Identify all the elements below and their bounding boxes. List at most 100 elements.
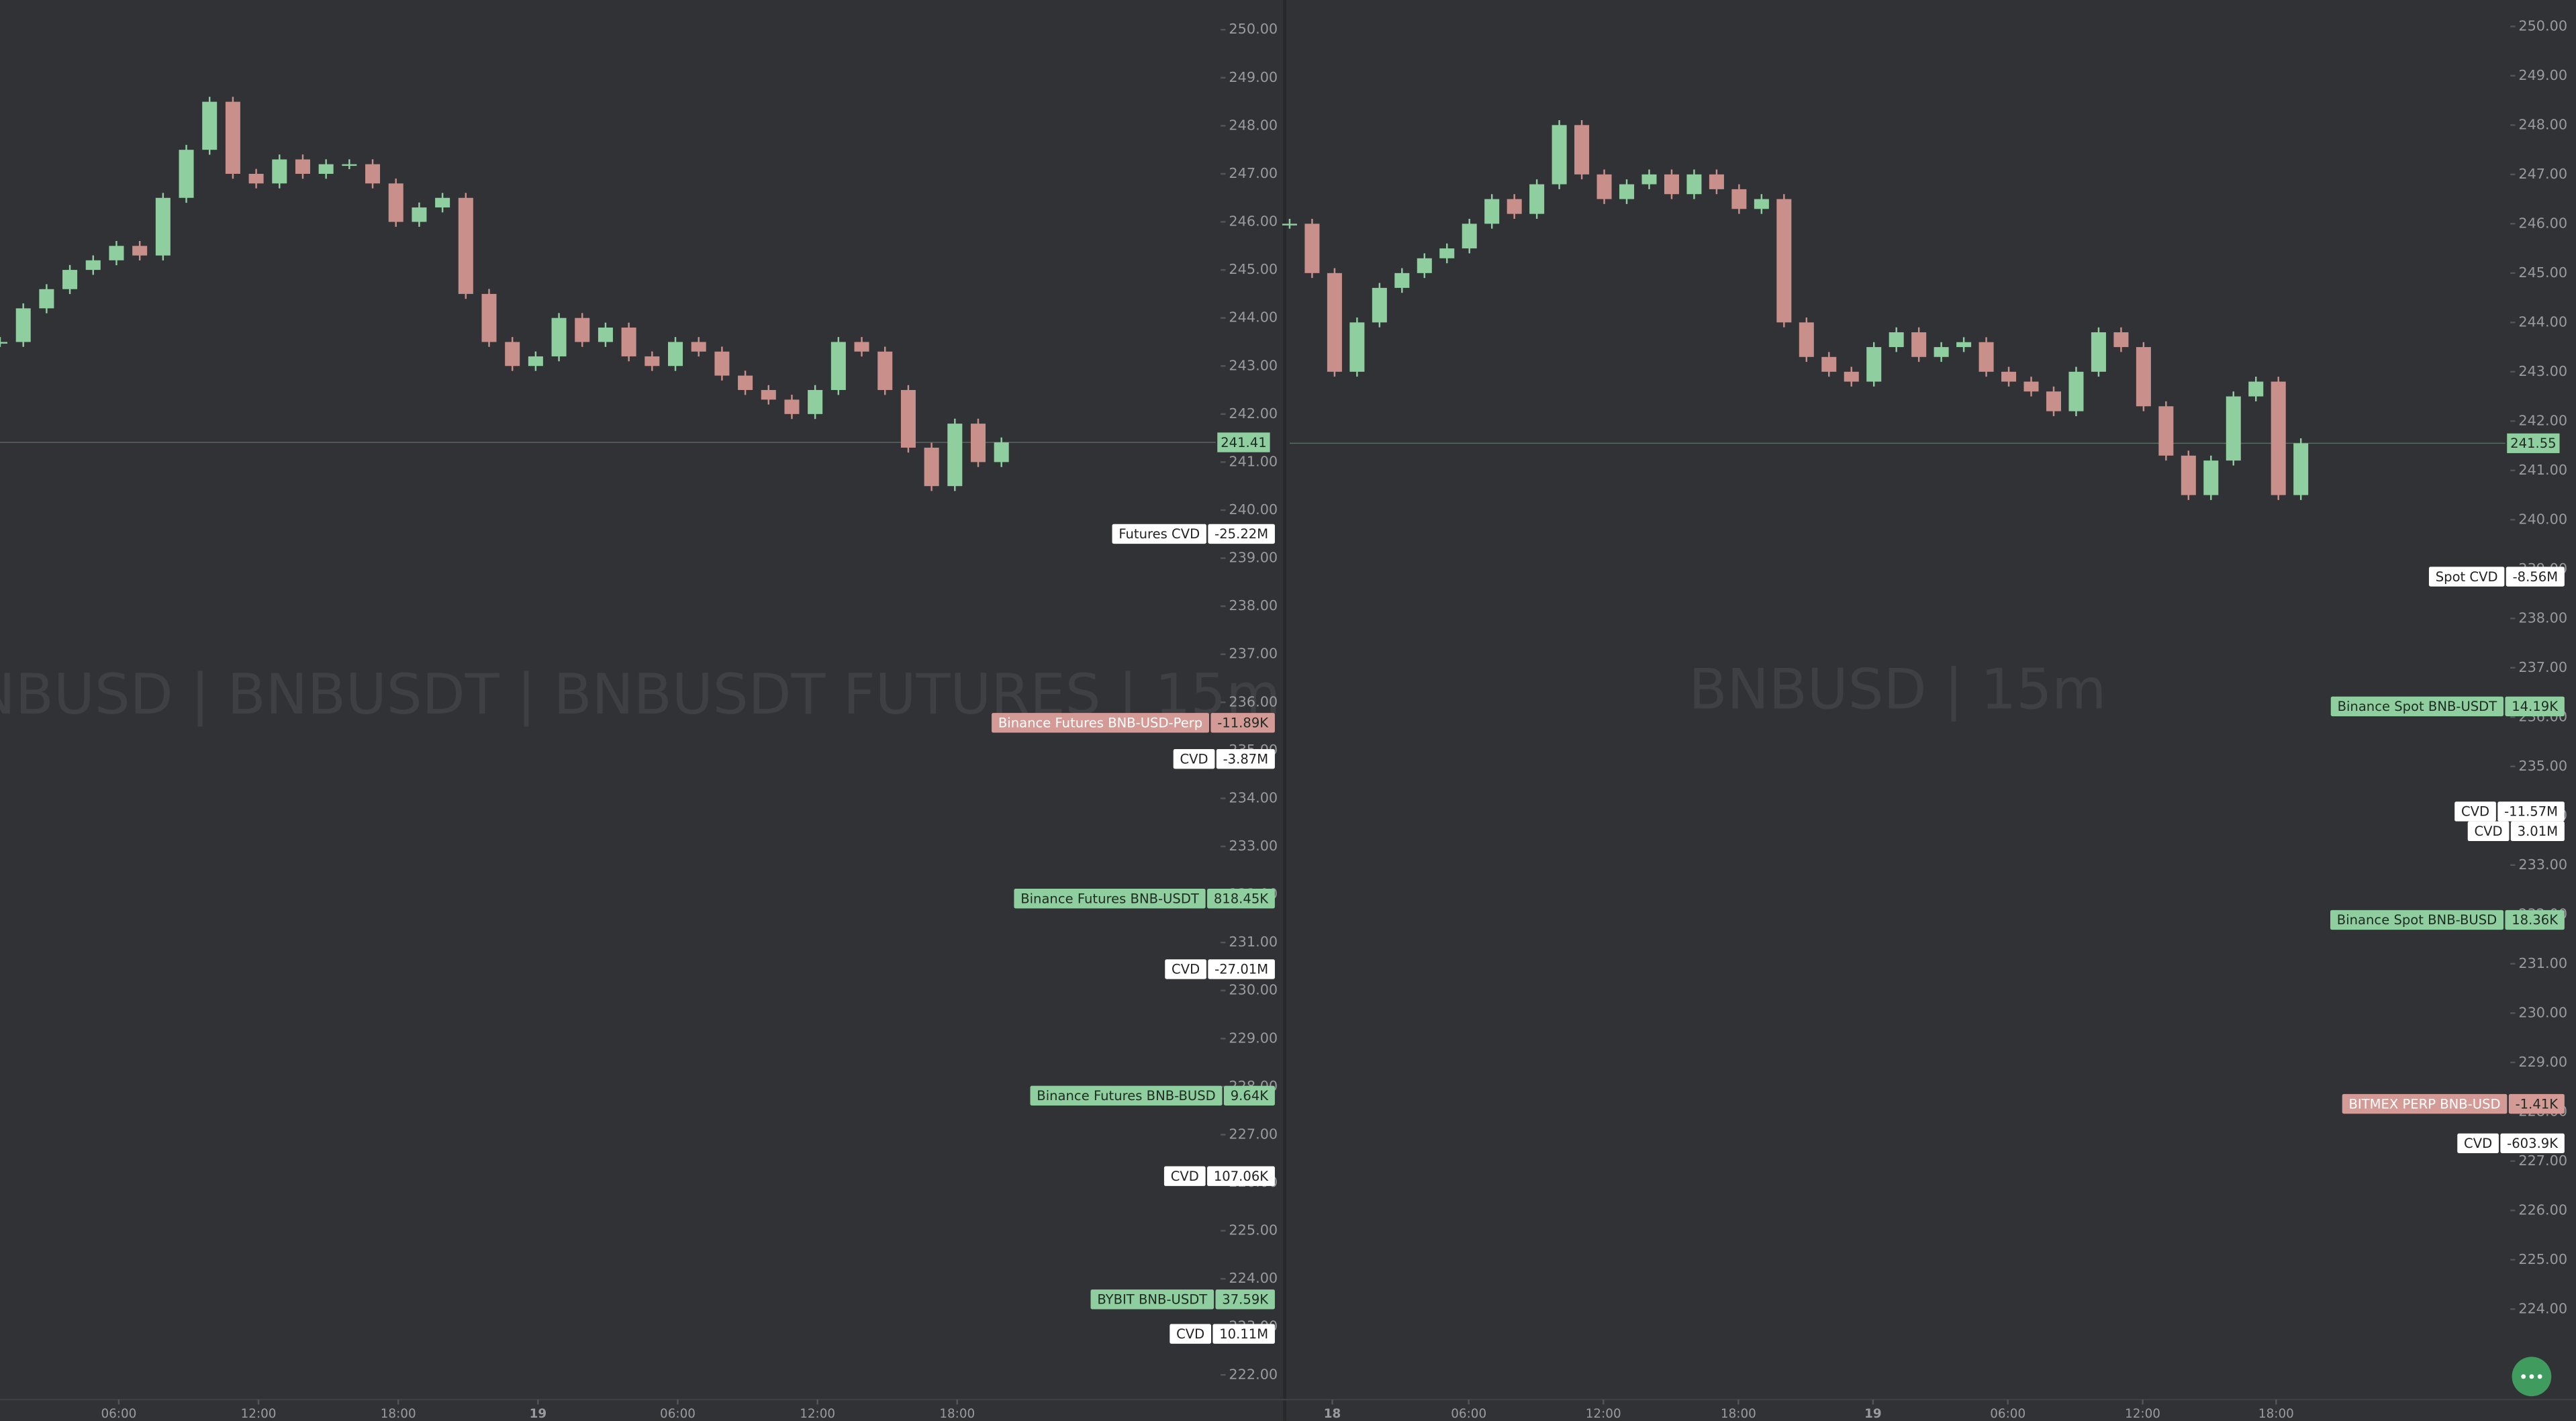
candle (202, 101, 218, 150)
x-tick-label: 12:00 (241, 1407, 277, 1421)
candle (15, 308, 31, 342)
candle (1394, 273, 1410, 288)
candle (505, 342, 520, 366)
candle (877, 351, 893, 391)
candle (1934, 347, 1949, 357)
y-tick-label: 247.00 (1229, 165, 1278, 181)
indicator-name-box (2330, 910, 2504, 930)
indicator-name-box (2342, 1093, 2508, 1114)
candle (62, 270, 78, 289)
candle (295, 159, 310, 174)
indicator-name: BYBIT BNB-USDT (1097, 1291, 1207, 1307)
candle (2248, 381, 2264, 397)
candle (1709, 174, 1724, 189)
indicator-name-box (992, 713, 1209, 733)
x-tick-label: 18:00 (939, 1407, 975, 1421)
menu-button[interactable] (2512, 1357, 2552, 1397)
y-tick-label: 243.00 (1229, 357, 1278, 373)
indicator-name: CVD (2461, 804, 2489, 820)
indicator-label: -11.57M CVD (2454, 801, 2565, 822)
menu-dot (2521, 1374, 2526, 1379)
y-tick-label: 240.00 (2518, 511, 2567, 527)
candle (761, 390, 776, 400)
y-tick-label: 230.00 (1229, 982, 1278, 998)
candle (109, 246, 124, 260)
indicator-label: 107.06K CVD (1163, 1166, 1275, 1186)
indicator-value: 18.36K (2512, 912, 2559, 928)
y-tick-label: 248.00 (2518, 116, 2567, 132)
indicator-name: CVD (1180, 751, 1208, 767)
candle (2091, 332, 2106, 372)
y-tick-label: 246.00 (2518, 215, 2567, 231)
candle (1327, 273, 1342, 372)
indicator-value: 3.01M (2518, 824, 2558, 839)
indicator-value: 10.11M (1219, 1326, 1268, 1342)
candle (1978, 342, 1994, 372)
candle (738, 375, 753, 391)
y-tick-label: 244.00 (1229, 309, 1278, 326)
indicator-name-box (1173, 749, 1215, 769)
candle (830, 342, 846, 391)
y-tick-label: 222.00 (1229, 1366, 1278, 1382)
chart-panel: BNBUSD | BNBUSDT | BNBUSDT FUTURES | 15m… (0, 21, 1280, 1421)
candle (551, 317, 567, 356)
candle (2001, 371, 2017, 382)
indicator-name-box (1163, 1166, 1206, 1186)
candle (1641, 174, 1657, 185)
candle (2113, 332, 2129, 348)
indicator-name: CVD (1176, 1326, 1204, 1342)
x-tick-label: 12:00 (800, 1407, 835, 1421)
candle (1754, 199, 1769, 209)
candle (1776, 199, 1792, 323)
indicator-value-box (2497, 801, 2565, 822)
indicator-name: CVD (1172, 962, 1200, 977)
indicator-value-box (2500, 1133, 2565, 1153)
indicator-label: 18.36K Binance Spot BNB-BUSD (2330, 910, 2565, 930)
y-tick-label: 224.00 (1229, 1270, 1278, 1286)
candle (481, 293, 497, 342)
y-tick-label: 224.00 (2518, 1300, 2567, 1316)
indicator-value-box (1207, 1166, 1275, 1186)
candle (598, 327, 613, 342)
candle (1282, 224, 1297, 226)
candle (2226, 396, 2241, 461)
y-tick-label: 249.00 (2518, 67, 2567, 83)
candle (1844, 371, 1859, 382)
candle (272, 159, 287, 184)
candle (2023, 381, 2039, 392)
candle (132, 246, 148, 256)
y-tick-label: 241.00 (2518, 462, 2567, 478)
candle (39, 289, 54, 309)
indicator-value-box (1208, 524, 1275, 544)
candle (1484, 199, 1500, 224)
candle (1552, 125, 1567, 185)
y-tick-label: 247.00 (2518, 166, 2567, 182)
candle (668, 342, 683, 366)
indicator-value: 818.45K (1214, 891, 1269, 906)
candle (691, 342, 706, 352)
x-tick-label: 06:00 (1451, 1407, 1486, 1421)
candle (528, 356, 543, 366)
indicator-value: 37.59K (1222, 1291, 1269, 1307)
candle (2203, 460, 2219, 495)
y-tick-label: 226.00 (2518, 1202, 2567, 1218)
menu-dot (2529, 1374, 2534, 1379)
watermark: BNBUSD | 15m (1688, 657, 2106, 722)
candle (621, 327, 636, 356)
y-tick-label: 237.00 (2518, 659, 2567, 675)
indicator-name-box (1170, 1324, 1212, 1344)
indicator-name: CVD (2475, 824, 2503, 839)
indicator-value-box (2505, 910, 2565, 930)
candle (2158, 406, 2174, 456)
candle (1686, 174, 1702, 195)
y-tick-label: 250.00 (1229, 21, 1278, 37)
indicator-label: -1.41K BITMEX PERP BNB-USD (2342, 1093, 2565, 1114)
candle (1439, 248, 1455, 258)
indicator-label: 818.45K Binance Futures BNB-USDT (1014, 889, 1275, 909)
x-tick-label: 18:00 (2258, 1407, 2294, 1421)
indicator-name-box (2467, 821, 2510, 842)
candle (2293, 443, 2309, 495)
candle (1349, 322, 1365, 372)
chart-panel: BNBUSD | 15m224.00225.00226.00227.00228.… (1282, 17, 2567, 1421)
